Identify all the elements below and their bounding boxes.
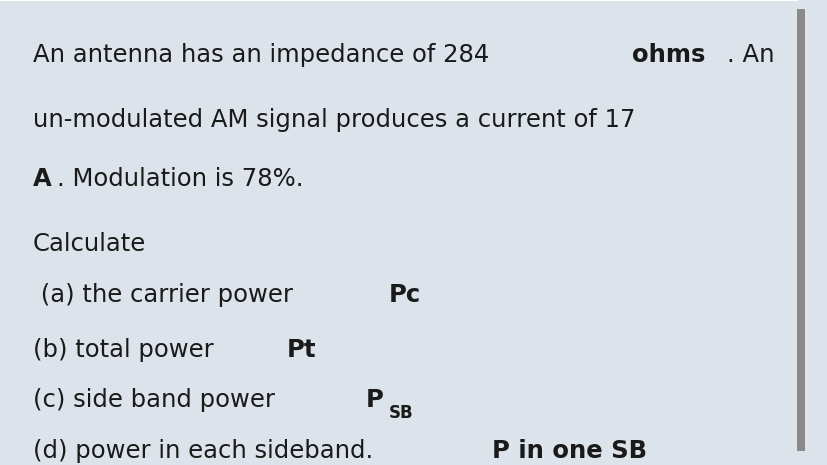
Text: (b) total power: (b) total power <box>33 338 229 362</box>
Text: . An: . An <box>725 43 773 67</box>
FancyBboxPatch shape <box>796 9 804 451</box>
Text: Calculate: Calculate <box>33 232 146 256</box>
Text: Pt: Pt <box>286 338 315 362</box>
Text: . Modulation is 78%.: . Modulation is 78%. <box>57 167 304 192</box>
Text: An antenna has an impedance of 284: An antenna has an impedance of 284 <box>33 43 496 67</box>
Text: Pc: Pc <box>388 283 420 306</box>
Text: P in one SB: P in one SB <box>491 439 647 463</box>
Text: (a) the carrier power: (a) the carrier power <box>33 283 308 306</box>
Text: (c) side band power: (c) side band power <box>33 388 290 412</box>
Text: A: A <box>33 167 52 192</box>
Text: un-modulated AM signal produces a current of 17: un-modulated AM signal produces a curren… <box>33 107 635 132</box>
Text: ohms: ohms <box>631 43 705 67</box>
Text: P: P <box>365 388 383 412</box>
Text: (d) power in each sideband.: (d) power in each sideband. <box>33 439 389 463</box>
Text: SB: SB <box>388 404 413 422</box>
